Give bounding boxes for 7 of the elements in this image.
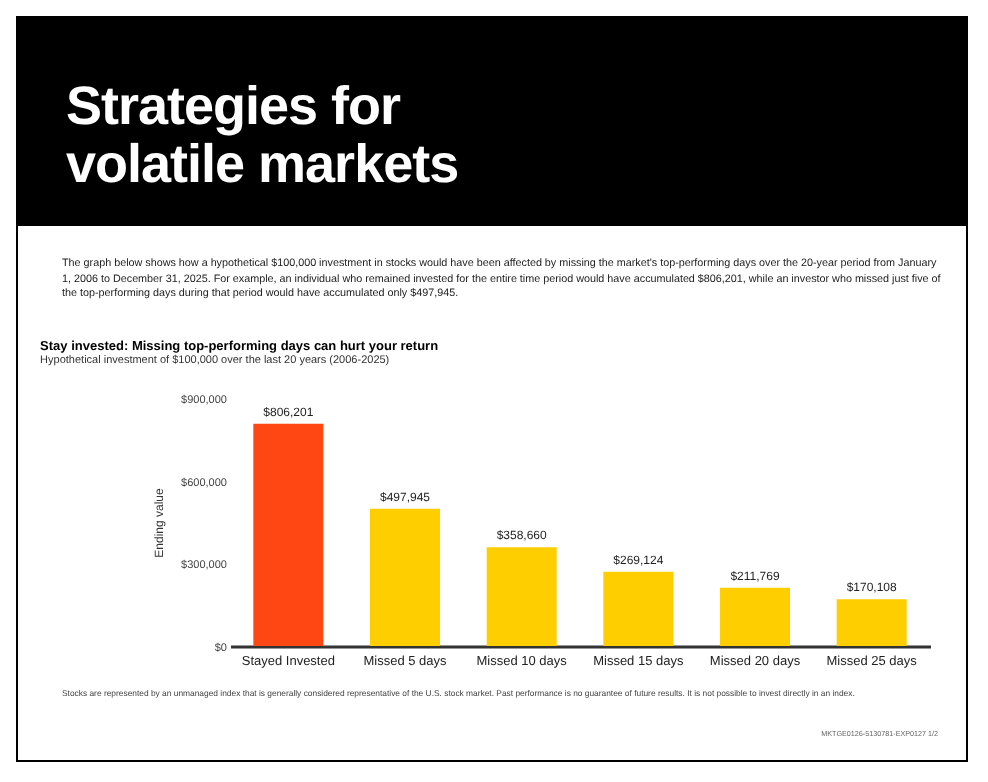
bar xyxy=(486,547,557,646)
bar xyxy=(603,571,674,646)
bar xyxy=(836,599,907,646)
bar xyxy=(720,587,790,646)
bar xyxy=(253,423,324,646)
text: Strategies for volatile markets xyxy=(66,76,461,194)
bar xyxy=(370,508,440,646)
